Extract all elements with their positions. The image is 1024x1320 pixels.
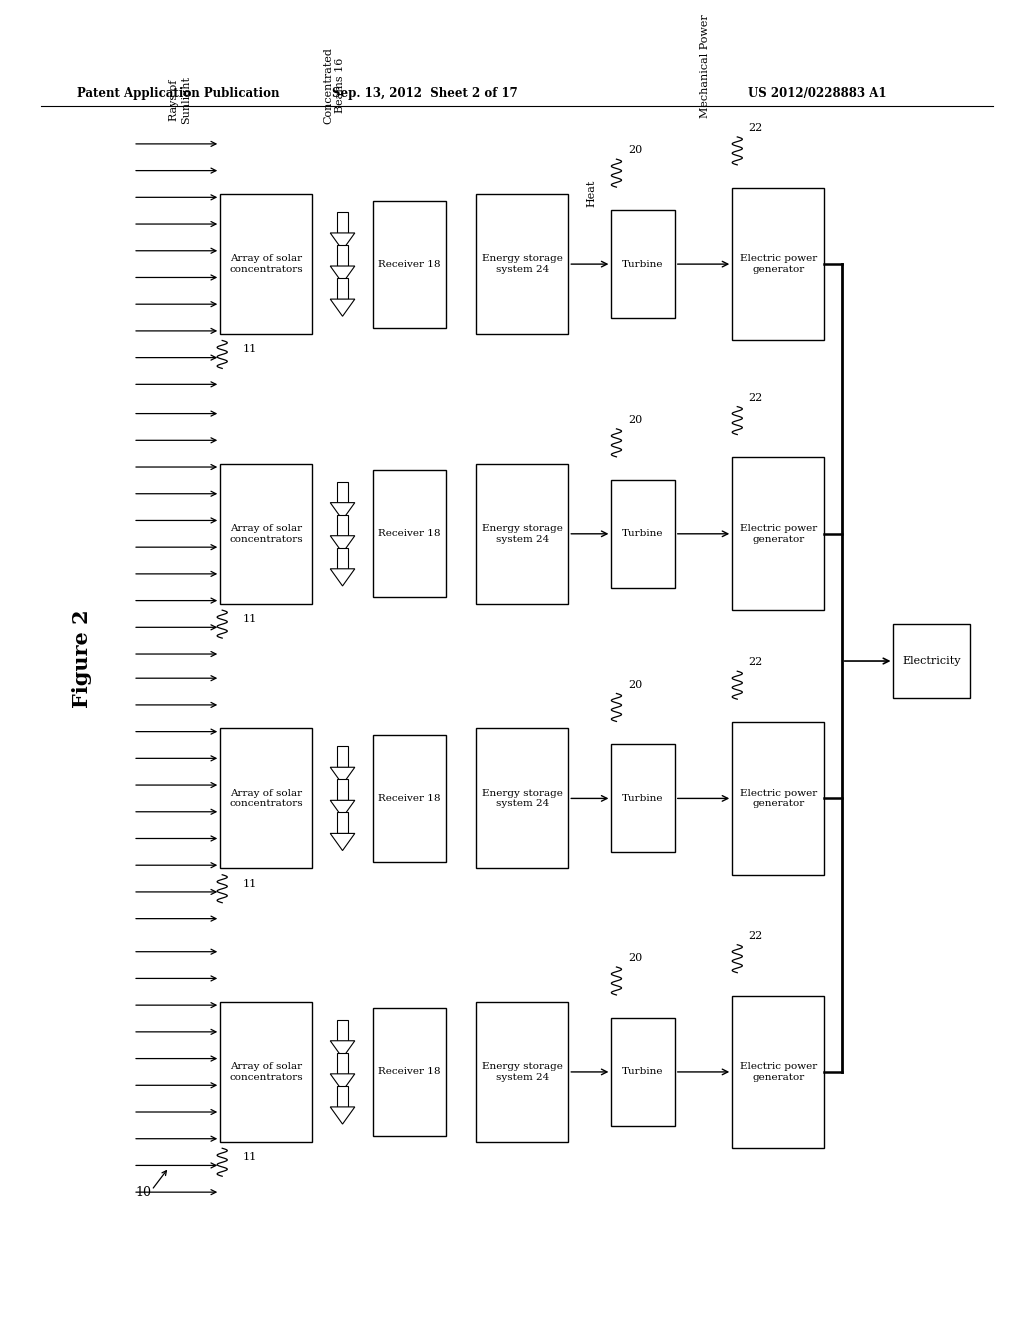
Bar	[337, 548, 348, 569]
Polygon shape	[330, 1074, 355, 1092]
Bar	[732, 995, 824, 1148]
Bar	[337, 482, 348, 503]
Bar	[337, 1086, 348, 1107]
Text: Array of solar
concentrators: Array of solar concentrators	[229, 524, 303, 544]
Bar	[732, 458, 824, 610]
Bar	[611, 744, 675, 853]
Bar	[337, 1020, 348, 1040]
Text: Array of solar
concentrators: Array of solar concentrators	[229, 789, 303, 808]
Text: Electricity: Electricity	[902, 656, 962, 667]
Bar	[476, 194, 568, 334]
Text: Energy storage
system 24: Energy storage system 24	[482, 255, 562, 273]
Bar	[373, 735, 446, 862]
Text: Receiver 18: Receiver 18	[378, 260, 441, 268]
Text: Concentrated
Beams 16: Concentrated Beams 16	[323, 48, 345, 124]
Text: 20: 20	[628, 953, 642, 964]
Text: Electric power
generator: Electric power generator	[739, 255, 817, 273]
Polygon shape	[330, 267, 355, 284]
Text: Energy storage
system 24: Energy storage system 24	[482, 789, 562, 808]
Text: US 2012/0228883 A1: US 2012/0228883 A1	[748, 87, 886, 99]
Text: Array of solar
concentrators: Array of solar concentrators	[229, 255, 303, 273]
Bar	[337, 746, 348, 767]
Bar	[893, 624, 971, 698]
Text: 22: 22	[749, 657, 763, 668]
Bar	[732, 722, 824, 875]
Text: Electric power
generator: Electric power generator	[739, 1063, 817, 1081]
Text: Receiver 18: Receiver 18	[378, 1068, 441, 1076]
Text: Turbine: Turbine	[623, 1068, 664, 1076]
Bar	[337, 1053, 348, 1074]
Bar	[373, 1008, 446, 1135]
Text: Energy storage
system 24: Energy storage system 24	[482, 524, 562, 544]
Text: 22: 22	[749, 931, 763, 941]
Polygon shape	[330, 1107, 355, 1125]
Bar	[337, 246, 348, 267]
Text: 22: 22	[749, 393, 763, 403]
Bar	[220, 729, 312, 869]
Bar	[337, 279, 348, 300]
Bar	[476, 729, 568, 869]
Bar	[476, 463, 568, 603]
Polygon shape	[330, 1040, 355, 1057]
Text: Receiver 18: Receiver 18	[378, 793, 441, 803]
Bar	[220, 194, 312, 334]
Bar	[373, 470, 446, 598]
Polygon shape	[330, 569, 355, 586]
Text: Heat: Heat	[587, 180, 597, 207]
Text: 11: 11	[243, 1152, 257, 1162]
Text: Rays of
Sunlight: Rays of Sunlight	[169, 77, 191, 124]
Bar	[337, 812, 348, 833]
Bar	[732, 187, 824, 341]
Polygon shape	[330, 800, 355, 817]
Polygon shape	[330, 503, 355, 520]
Text: 11: 11	[243, 879, 257, 888]
Polygon shape	[330, 767, 355, 784]
Text: Receiver 18: Receiver 18	[378, 529, 441, 539]
Polygon shape	[330, 300, 355, 317]
Text: 20: 20	[628, 680, 642, 689]
Text: Electric power
generator: Electric power generator	[739, 524, 817, 544]
Bar	[337, 515, 348, 536]
Text: Turbine: Turbine	[623, 793, 664, 803]
Text: 10: 10	[135, 1187, 152, 1200]
Text: Patent Application Publication: Patent Application Publication	[77, 87, 280, 99]
Bar	[220, 463, 312, 603]
Text: Array of solar
concentrators: Array of solar concentrators	[229, 1063, 303, 1081]
Text: 11: 11	[243, 614, 257, 624]
Text: Turbine: Turbine	[623, 260, 664, 268]
Bar	[220, 1002, 312, 1142]
Bar	[337, 213, 348, 232]
Text: Sep. 13, 2012  Sheet 2 of 17: Sep. 13, 2012 Sheet 2 of 17	[332, 87, 518, 99]
Bar	[611, 210, 675, 318]
Bar	[611, 479, 675, 587]
Text: 20: 20	[628, 145, 642, 156]
Bar	[337, 779, 348, 800]
Text: Turbine: Turbine	[623, 529, 664, 539]
Text: 11: 11	[243, 345, 257, 354]
Polygon shape	[330, 536, 355, 553]
Polygon shape	[330, 232, 355, 249]
Text: Electric power
generator: Electric power generator	[739, 789, 817, 808]
Polygon shape	[330, 833, 355, 850]
Text: Figure 2: Figure 2	[72, 609, 92, 708]
Bar	[373, 201, 446, 327]
Text: Energy storage
system 24: Energy storage system 24	[482, 1063, 562, 1081]
Text: 20: 20	[628, 414, 642, 425]
Bar	[611, 1018, 675, 1126]
Text: Mechanical Power: Mechanical Power	[699, 15, 710, 117]
Bar	[476, 1002, 568, 1142]
Text: 22: 22	[749, 123, 763, 133]
